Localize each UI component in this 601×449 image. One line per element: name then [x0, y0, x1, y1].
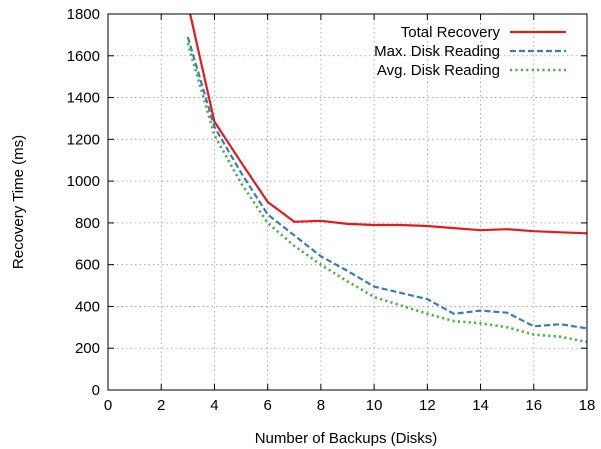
y-tick-label: 1400: [67, 90, 100, 107]
y-tick-label: 1200: [67, 131, 100, 148]
y-tick-label: 800: [75, 215, 100, 232]
x-tick-label: 12: [419, 397, 436, 414]
x-tick-label: 0: [104, 397, 112, 414]
grid: [108, 14, 587, 390]
series-line-max-disk-reading: [188, 37, 587, 328]
y-tick-label: 1600: [67, 48, 100, 65]
y-tick-label: 400: [75, 298, 100, 315]
legend-label-total-recovery: Total Recovery: [401, 24, 501, 41]
y-tick-label: 1800: [67, 6, 100, 23]
y-tick-label: 200: [75, 340, 100, 357]
series-line-total-recovery: [188, 4, 587, 234]
x-tick-label: 10: [366, 397, 383, 414]
axis-ticks: 0 200 400 600 800 1000 1200 1400 1600 1800 0 2 4 6 8 10…: [67, 6, 596, 414]
y-tick-label: 1000: [67, 173, 100, 190]
x-tick-label: 14: [472, 397, 489, 414]
plot-frame: [108, 14, 587, 390]
x-tick-label: 8: [317, 397, 325, 414]
x-tick-label: 18: [579, 397, 596, 414]
y-tick-label: 0: [92, 382, 100, 399]
legend-label-max-disk-reading: Max. Disk Reading: [374, 43, 500, 60]
y-axis-label: Recovery Time (ms): [10, 135, 27, 269]
x-tick-label: 4: [210, 397, 218, 414]
x-tick-label: 2: [157, 397, 165, 414]
x-axis-label: Number of Backups (Disks): [255, 430, 438, 447]
legend: Total Recovery Max. Disk Reading Avg. Disk…: [374, 24, 566, 79]
x-tick-label: 16: [525, 397, 542, 414]
series-line-avg-disk-reading: [188, 43, 587, 342]
y-tick-label: 600: [75, 257, 100, 274]
x-tick-label: 6: [263, 397, 271, 414]
legend-label-avg-disk-reading: Avg. Disk Reading: [377, 62, 500, 79]
